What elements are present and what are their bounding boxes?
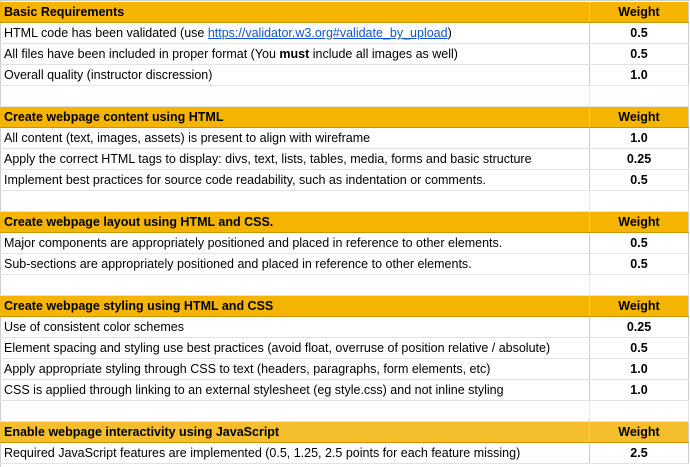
validator-link[interactable]: https://validator.w3.org#validate_by_upl… [207, 26, 448, 40]
weight-value: 0.5 [590, 254, 689, 274]
criteria-text: CSS is applied through linking to an ext… [0, 380, 590, 400]
criteria-row: All files have been included in proper f… [0, 44, 689, 65]
criteria-text: Sub-sections are appropriately positione… [0, 254, 590, 274]
weight-value: 1.0 [590, 380, 689, 400]
criteria-text: Required JavaScript features are impleme… [0, 443, 590, 463]
blank-row [0, 191, 689, 212]
criteria-row: Use of consistent color schemes 0.25 [0, 317, 689, 338]
criteria-text: Use of consistent color schemes [0, 317, 590, 337]
criteria-text-start: HTML code has been validated (use [4, 26, 208, 40]
blank-cell [0, 86, 590, 106]
weight-value: 0.25 [590, 317, 689, 337]
criteria-text-start: All files have been included in proper f… [4, 47, 280, 61]
weight-value: 0.25 [590, 149, 689, 169]
left-gridline [0, 0, 1, 467]
criteria-text: All files have been included in proper f… [0, 44, 590, 64]
blank-row [0, 401, 689, 422]
blank-row [0, 275, 689, 296]
weight-header: Weight [590, 107, 689, 127]
criteria-text-end: include all images as well) [309, 47, 458, 61]
criteria-text: Apply appropriate styling through CSS to… [0, 359, 590, 379]
criteria-text-end: ) [447, 26, 452, 40]
weight-value: 2.5 [590, 443, 689, 463]
criteria-row: CSS is applied through linking to an ext… [0, 380, 689, 401]
blank-cell [0, 191, 590, 211]
section-title: Create webpage styling using HTML and CS… [0, 296, 590, 316]
emphasis-must: must [279, 47, 310, 61]
criteria-row: Apply appropriate styling through CSS to… [0, 359, 689, 380]
blank-cell [590, 401, 689, 421]
section-header-basic-requirements: Basic Requirements Weight [0, 2, 689, 23]
criteria-text: HTML code has been validated (use https:… [0, 23, 590, 43]
criteria-text: Overall quality (instructor discression) [0, 65, 590, 85]
weight-value: 0.5 [590, 233, 689, 253]
top-gridline [0, 0, 690, 1]
blank-cell [0, 275, 590, 295]
criteria-row: HTML code has been validated (use https:… [0, 23, 689, 44]
blank-cell [0, 401, 590, 421]
section-title: Create webpage content using HTML [0, 107, 590, 127]
weight-value: 1.0 [590, 65, 689, 85]
criteria-text: Major components are appropriately posit… [0, 233, 590, 253]
criteria-row: Element spacing and styling use best pra… [0, 338, 689, 359]
section-header-javascript: Enable webpage interactivity using JavaS… [0, 422, 689, 443]
criteria-text: Implement best practices for source code… [0, 170, 590, 190]
criteria-row: Apply the correct HTML tags to display: … [0, 149, 689, 170]
criteria-row: All content (text, images, assets) is pr… [0, 128, 689, 149]
weight-value: 0.5 [590, 170, 689, 190]
weight-header: Weight [590, 422, 689, 442]
criteria-row: Sub-sections are appropriately positione… [0, 254, 689, 275]
criteria-row: Major components are appropriately posit… [0, 233, 689, 254]
criteria-row: Overall quality (instructor discression)… [0, 65, 689, 86]
criteria-text: Apply the correct HTML tags to display: … [0, 149, 590, 169]
section-title: Enable webpage interactivity using JavaS… [0, 422, 590, 442]
blank-row [0, 86, 689, 107]
section-header-layout: Create webpage layout using HTML and CSS… [0, 212, 689, 233]
section-title: Create webpage layout using HTML and CSS… [0, 212, 590, 232]
criteria-row: Required JavaScript features are impleme… [0, 443, 689, 464]
weight-value: 0.5 [590, 23, 689, 43]
weight-value: 1.0 [590, 359, 689, 379]
weight-header: Weight [590, 296, 689, 316]
blank-cell [590, 275, 689, 295]
weight-header: Weight [590, 2, 689, 22]
weight-value: 1.0 [590, 128, 689, 148]
blank-cell [590, 86, 689, 106]
section-header-styling: Create webpage styling using HTML and CS… [0, 296, 689, 317]
criteria-text: Element spacing and styling use best pra… [0, 338, 590, 358]
criteria-text: All content (text, images, assets) is pr… [0, 128, 590, 148]
criteria-row: Implement best practices for source code… [0, 170, 689, 191]
blank-cell [590, 191, 689, 211]
weight-value: 0.5 [590, 338, 689, 358]
section-header-content: Create webpage content using HTML Weight [0, 107, 689, 128]
weight-value: 0.5 [590, 44, 689, 64]
weight-header: Weight [590, 212, 689, 232]
section-title: Basic Requirements [0, 2, 590, 22]
